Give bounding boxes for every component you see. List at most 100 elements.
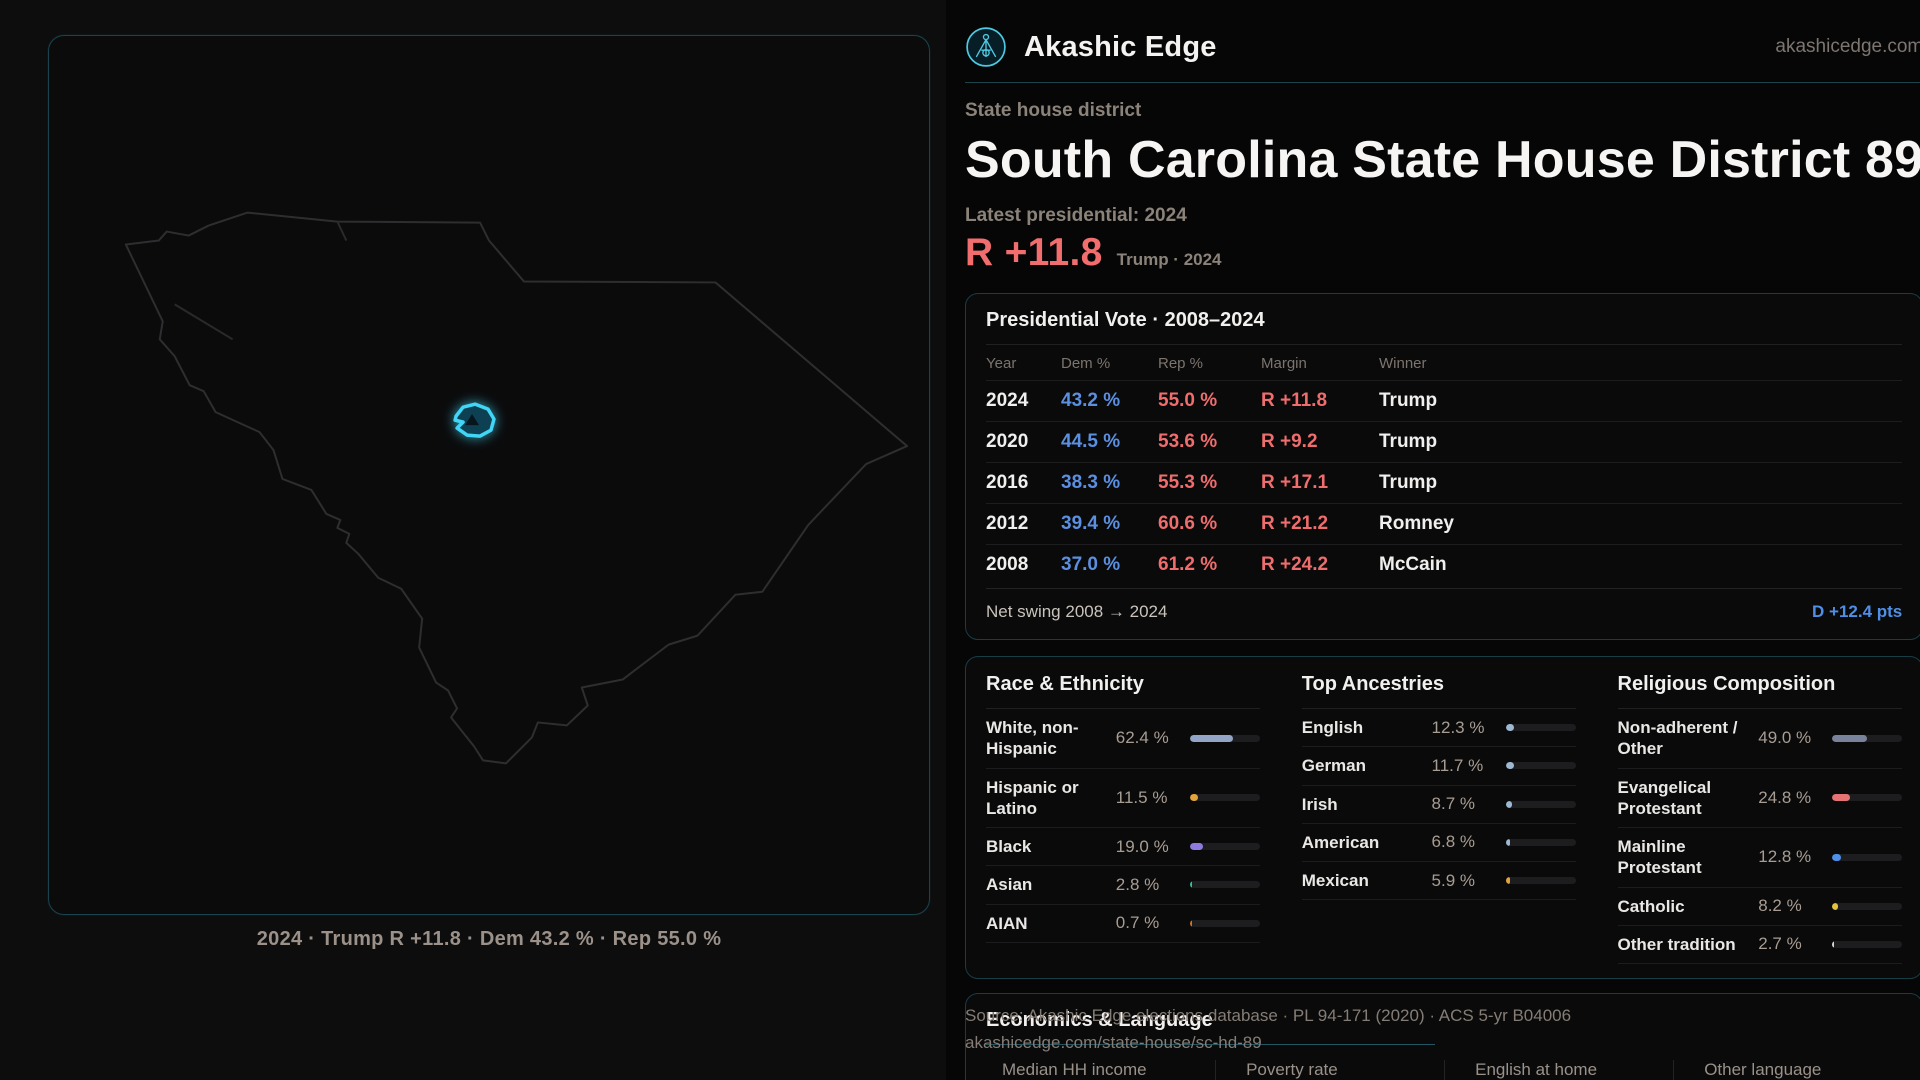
winner-cell: Trump xyxy=(1379,431,1438,452)
table-row: 2016 38.3 % 55.3 % R +17.1 Trump xyxy=(986,462,1903,503)
divider xyxy=(986,708,1260,709)
rep-cell: 55.0 % xyxy=(1158,390,1218,411)
stat-bar xyxy=(1832,940,1903,948)
margin-cell: R +21.2 xyxy=(1261,513,1329,534)
race-row: AIAN 0.7 % xyxy=(986,905,1260,943)
col-winner: Winner xyxy=(1379,355,1427,372)
religion-label: Other tradition xyxy=(1617,934,1736,954)
brand-name: Akashic Edge xyxy=(1024,30,1217,63)
demographics-panel: Race & Ethnicity White, non-Hispanic 62.… xyxy=(965,656,1920,979)
headline-margin-group: R +11.8 Trump · 2024 xyxy=(965,231,1920,275)
religion-value: 12.8 % xyxy=(1758,847,1812,867)
economics-panel: Economics & Language Median HH income $5… xyxy=(965,993,1920,1080)
religion-label: Evangelical Protestant xyxy=(1617,777,1712,818)
dem-cell: 43.2 % xyxy=(1061,390,1121,411)
race-value: 0.7 % xyxy=(1115,913,1160,933)
economics-stats: Median HH income $58,828 Poverty rate 13… xyxy=(986,1060,1902,1080)
rep-cell: 60.6 % xyxy=(1158,513,1218,534)
stat-bar xyxy=(1832,734,1903,742)
year-cell: 2012 xyxy=(986,513,1029,534)
detail-section: Akashic Edge akashicedge.com State house… xyxy=(946,0,1920,1080)
winner-cell: Trump xyxy=(1379,390,1438,411)
stat-bar xyxy=(1189,794,1260,802)
religion-row: Mainline Protestant 12.8 % xyxy=(1617,828,1903,888)
rep-cell: 55.3 % xyxy=(1158,472,1218,493)
header-divider xyxy=(965,82,1920,83)
divider xyxy=(986,344,1903,345)
stat-bar xyxy=(1832,902,1903,910)
district-89-inner-detail xyxy=(465,414,480,426)
margin-cell: R +9.2 xyxy=(1261,431,1318,452)
ancestry-value: 6.8 % xyxy=(1431,832,1476,852)
margin-cell: R +17.1 xyxy=(1261,472,1329,493)
ancestry-row: German 11.7 % xyxy=(1301,747,1576,786)
stat-bar xyxy=(1505,838,1576,846)
stat-other-language: Other language 13.8 % xyxy=(1673,1060,1902,1080)
col-year: Year xyxy=(986,355,1017,372)
ancestry-label: English xyxy=(1301,718,1364,737)
divider xyxy=(1301,708,1576,709)
religion-row: Non-adherent / Other 49.0 % xyxy=(1617,709,1903,769)
dem-cell: 38.3 % xyxy=(1061,472,1121,493)
rep-cell: 61.2 % xyxy=(1158,554,1218,575)
stat-bar xyxy=(1832,853,1903,861)
col-margin: Margin xyxy=(1261,355,1307,372)
race-value: 19.0 % xyxy=(1115,836,1169,856)
race-title: Race & Ethnicity xyxy=(986,673,1144,695)
religion-value: 8.2 % xyxy=(1758,896,1802,916)
ancestry-label: Mexican xyxy=(1301,871,1369,890)
col-rep: Rep % xyxy=(1158,355,1204,372)
race-row: Black 19.0 % xyxy=(986,828,1260,867)
dem-cell: 44.5 % xyxy=(1061,431,1121,452)
ancestries-title: Top Ancestries xyxy=(1301,673,1445,695)
district-map[interactable] xyxy=(48,35,930,915)
ancestry-row: Irish 8.7 % xyxy=(1301,786,1576,824)
col-dem: Dem % xyxy=(1061,355,1111,372)
site-header: Akashic Edge akashicedge.com xyxy=(965,26,1920,68)
ancestry-label: German xyxy=(1301,756,1367,776)
ancestries-column: Top Ancestries English 12.3 % German 11.… xyxy=(1301,673,1576,964)
race-row: White, non-Hispanic 62.4 % xyxy=(986,709,1260,769)
district-type-kicker: State house district xyxy=(965,100,1142,121)
ancestry-row: Mexican 5.9 % xyxy=(1301,862,1576,901)
year-cell: 2024 xyxy=(986,390,1029,411)
ancestry-value: 5.9 % xyxy=(1431,870,1476,890)
race-label: White, non-Hispanic xyxy=(986,718,1079,759)
table-row: 2024 43.2 % 55.0 % R +11.8 Trump xyxy=(986,380,1903,421)
religion-label: Catholic xyxy=(1617,896,1685,916)
ancestry-row: American 6.8 % xyxy=(1301,824,1576,862)
stat-label: English at home xyxy=(1475,1060,1598,1079)
brand-domain-link[interactable]: akashicedge.com xyxy=(1775,36,1920,57)
divider xyxy=(1617,708,1903,709)
ancestry-value: 8.7 % xyxy=(1431,794,1476,814)
religion-title: Religious Composition xyxy=(1617,673,1836,695)
ancestry-label: American xyxy=(1301,832,1380,852)
net-swing-label: Net swing 2008 → 2024 xyxy=(986,602,1168,621)
race-ethnicity-column: Race & Ethnicity White, non-Hispanic 62.… xyxy=(986,673,1260,964)
table-row: 2012 39.4 % 60.6 % R +21.2 Romney xyxy=(986,503,1903,544)
south-carolina-map-svg xyxy=(124,211,909,765)
religion-value: 24.8 % xyxy=(1758,787,1812,807)
akashic-edge-logo-icon xyxy=(966,27,1006,67)
religion-row: Evangelical Protestant 24.8 % xyxy=(1617,769,1903,828)
headline-margin-context: Trump · 2024 xyxy=(1116,250,1222,269)
stat-label: Poverty rate xyxy=(1246,1060,1338,1079)
religion-row: Catholic 8.2 % xyxy=(1617,888,1903,926)
race-row: Hispanic or Latino 11.5 % xyxy=(986,769,1260,828)
religion-column: Religious Composition Non-adherent / Oth… xyxy=(1617,673,1903,964)
race-row: Asian 2.8 % xyxy=(986,866,1260,905)
religion-label: Mainline Protestant xyxy=(1617,837,1702,878)
year-cell: 2008 xyxy=(986,554,1029,575)
accent-divider xyxy=(986,1044,1435,1045)
source-url[interactable]: akashicedge.com/state-house/sc-hd-89 xyxy=(965,1033,1262,1052)
stat-bar xyxy=(1189,843,1260,851)
stat-bar xyxy=(1505,762,1576,770)
religion-value: 2.7 % xyxy=(1758,934,1802,954)
latest-presidential-label: Latest presidential: 2024 xyxy=(965,205,1187,226)
interior-boundary-line xyxy=(336,221,348,241)
dem-cell: 37.0 % xyxy=(1061,554,1121,575)
page-title: South Carolina State House District 89 xyxy=(965,131,1920,189)
ancestry-label: Irish xyxy=(1301,794,1338,814)
table-row: 2008 37.0 % 61.2 % R +24.2 McCain xyxy=(986,544,1903,585)
stat-bar xyxy=(1505,877,1576,885)
